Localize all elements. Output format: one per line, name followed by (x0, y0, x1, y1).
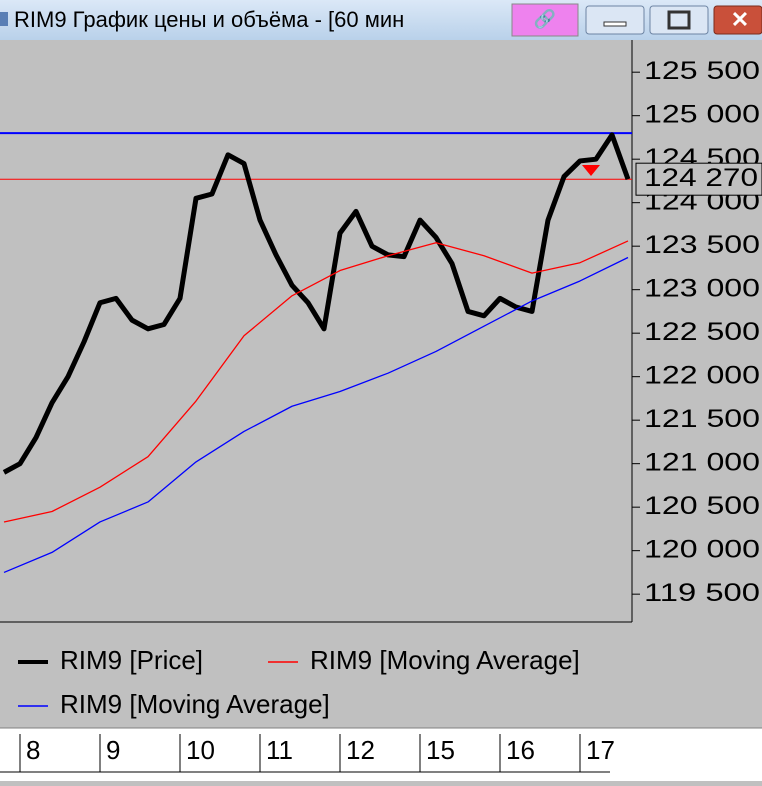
y-tick-label: 125 500 (644, 57, 760, 85)
legend (0, 623, 762, 727)
x-tick-label: 12 (346, 735, 375, 765)
y-tick-label: 121 000 (644, 448, 760, 476)
close-icon: ✕ (731, 7, 749, 32)
minimize-button[interactable] (585, 5, 645, 35)
y-tick-label: 123 000 (644, 274, 760, 302)
x-tick-label: 10 (186, 735, 215, 765)
minimize-icon (603, 21, 627, 27)
plot (0, 132, 632, 574)
moving-average-line (3, 256, 629, 574)
moving-average-line (3, 240, 629, 523)
legend-label: RIM9 [Moving Average] (60, 689, 330, 719)
y-tick-label: 119 500 (644, 579, 760, 607)
maximize-icon (667, 10, 691, 30)
link-icon: 🔗 (534, 8, 556, 30)
y-tick-label: 122 500 (644, 318, 760, 346)
legend-label: RIM9 [Moving Average] (310, 645, 580, 675)
x-tick-label: 16 (506, 735, 535, 765)
y-tick-label: 122 000 (644, 361, 760, 389)
y-tick-label: 120 500 (644, 492, 760, 520)
x-tick-label: 8 (26, 735, 40, 765)
price-label-box (635, 162, 762, 196)
plot-area (0, 40, 762, 622)
y-tick-label: 121 500 (644, 405, 760, 433)
window-icon (0, 12, 8, 26)
window-title: RIM9 График цены и объёма - [60 мин (14, 7, 404, 32)
legend-label: RIM9 [Price] (60, 645, 203, 675)
price-line (2, 132, 631, 475)
close-button[interactable] (713, 5, 762, 35)
y-tick-label: 123 500 (644, 231, 760, 259)
link-button[interactable] (511, 3, 579, 37)
price-label: 124 270 (644, 164, 758, 192)
y-tick-label: 120 000 (644, 535, 760, 563)
x-tick-label: 17 (586, 735, 615, 765)
signal-marker (582, 165, 600, 176)
x-tick-label: 15 (426, 735, 455, 765)
x-tick-label: 11 (266, 735, 293, 765)
x-tick-label: 9 (106, 735, 120, 765)
maximize-button[interactable] (649, 5, 709, 35)
y-tick-label: 125 000 (644, 100, 760, 128)
